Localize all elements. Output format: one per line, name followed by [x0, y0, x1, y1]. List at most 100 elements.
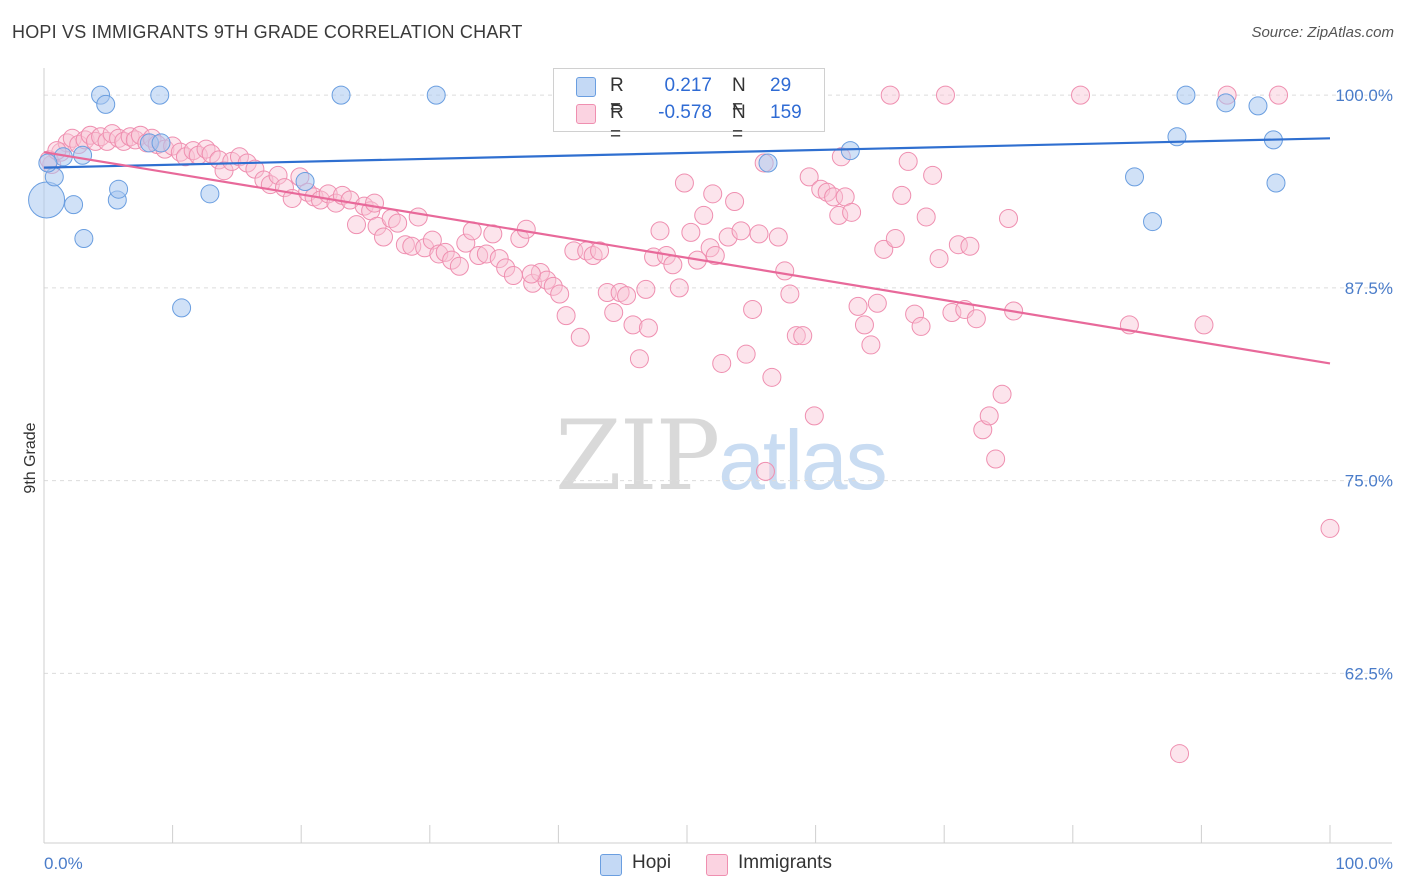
- immigrants-point: [365, 193, 385, 213]
- immigrants-point: [880, 85, 900, 105]
- immigrants-point: [705, 245, 725, 265]
- hopi-point: [74, 229, 94, 249]
- immigrants-point: [992, 384, 1012, 404]
- hopi-points: [28, 85, 1286, 318]
- hopi-r-value: 0.217: [664, 75, 712, 96]
- watermark-zip: ZIP: [555, 400, 720, 512]
- immigrants-point: [986, 449, 1006, 469]
- immigrants-point: [892, 185, 912, 205]
- immigrants-trend-line: [43, 151, 1331, 365]
- immigrants-point: [935, 85, 955, 105]
- immigrants-r-label: R =: [610, 102, 624, 145]
- hopi-point: [172, 298, 192, 318]
- bottom-legend: Hopi Immigrants: [0, 852, 1406, 878]
- hopi-n-label: N =: [732, 75, 746, 118]
- immigrants-point: [725, 192, 745, 212]
- immigrants-point: [1194, 315, 1214, 335]
- x-tick-label: 100.0%: [1335, 854, 1393, 873]
- immigrants-point: [268, 165, 288, 185]
- immigrants-point: [456, 233, 476, 253]
- immigrants-point: [408, 207, 428, 227]
- hopi-point: [150, 85, 170, 105]
- hopi-point: [38, 153, 58, 173]
- immigrants-point: [842, 202, 862, 222]
- watermark-atlas: atlas: [718, 413, 887, 507]
- hopi-point: [840, 141, 860, 161]
- bottom-immigrants-swatch: [706, 854, 728, 876]
- immigrants-point: [885, 229, 905, 249]
- hopi-point: [109, 179, 129, 199]
- immigrants-point: [650, 221, 670, 241]
- immigrants-point: [604, 303, 624, 323]
- immigrants-point: [374, 227, 394, 247]
- bottom-hopi-label: Hopi: [632, 852, 672, 873]
- immigrants-point: [775, 261, 795, 281]
- immigrants-point: [496, 258, 516, 278]
- hopi-point: [73, 145, 93, 165]
- immigrants-point: [415, 238, 435, 258]
- chart-title: HOPI VS IMMIGRANTS 9TH GRADE CORRELATION…: [12, 22, 523, 42]
- immigrants-point: [916, 207, 936, 227]
- immigrants-point: [905, 304, 925, 324]
- immigrants-point: [556, 306, 576, 326]
- immigrants-point: [636, 279, 656, 299]
- hopi-point: [295, 171, 315, 191]
- hopi-point: [1266, 173, 1286, 193]
- immigrants-point: [489, 249, 509, 269]
- immigrants-point: [749, 224, 769, 244]
- immigrants-point: [799, 167, 819, 187]
- immigrants-point: [442, 250, 462, 270]
- immigrants-point: [712, 353, 732, 373]
- y-tick-label: 100.0%: [1335, 86, 1393, 105]
- immigrants-point: [768, 227, 788, 247]
- hopi-point: [1143, 212, 1163, 232]
- immigrants-swatch: [576, 104, 596, 124]
- hopi-point: [1176, 85, 1196, 105]
- hopi-point: [758, 153, 778, 173]
- immigrants-point: [804, 406, 824, 426]
- immigrants-point: [829, 205, 849, 225]
- y-tick-label: 75.0%: [1345, 472, 1393, 491]
- hopi-n-value: 29: [770, 75, 792, 96]
- grid-lines: [44, 94, 1392, 674]
- immigrants-point: [762, 367, 782, 387]
- y-tick-label: 87.5%: [1345, 279, 1393, 298]
- watermark: ZIPatlas: [555, 400, 888, 512]
- immigrants-point: [861, 335, 881, 355]
- immigrants-point: [898, 151, 918, 171]
- immigrants-point: [476, 244, 496, 264]
- immigrants-point: [395, 235, 415, 255]
- hopi-point: [1167, 127, 1187, 147]
- immigrants-point: [422, 230, 442, 250]
- hopi-point: [1216, 93, 1236, 113]
- immigrants-r-value: -0.578: [658, 102, 712, 123]
- bottom-immigrants-label: Immigrants: [738, 852, 832, 873]
- y-tick-label: 62.5%: [1345, 664, 1393, 683]
- hopi-point: [96, 94, 116, 114]
- axis-labels: 62.5% 75.0% 87.5% 100.0% 0.0% 100.0% 9th Grade: [22, 86, 1393, 873]
- immigrants-point: [617, 286, 637, 306]
- immigrants-point: [854, 315, 874, 335]
- immigrants-point: [979, 406, 999, 426]
- immigrants-point: [736, 344, 756, 364]
- immigrants-point: [469, 245, 489, 265]
- immigrants-point: [1269, 85, 1289, 105]
- immigrants-point: [755, 461, 775, 481]
- immigrants-point: [793, 326, 813, 346]
- immigrants-point: [449, 256, 469, 276]
- immigrants-point: [731, 221, 751, 241]
- hopi-point: [200, 184, 220, 204]
- hopi-trend-line: [43, 137, 1331, 169]
- immigrants-point: [543, 276, 563, 296]
- immigrants-point: [388, 213, 408, 233]
- immigrants-point: [942, 303, 962, 323]
- hopi-point: [151, 133, 171, 153]
- immigrants-point: [1170, 744, 1190, 764]
- x-tick-label: 0.0%: [44, 854, 83, 873]
- immigrants-point: [570, 327, 590, 347]
- immigrants-point: [521, 264, 541, 284]
- immigrants-point: [923, 165, 943, 185]
- y-axis-title: 9th Grade: [22, 422, 39, 493]
- immigrants-point: [960, 236, 980, 256]
- immigrants-point: [629, 349, 649, 369]
